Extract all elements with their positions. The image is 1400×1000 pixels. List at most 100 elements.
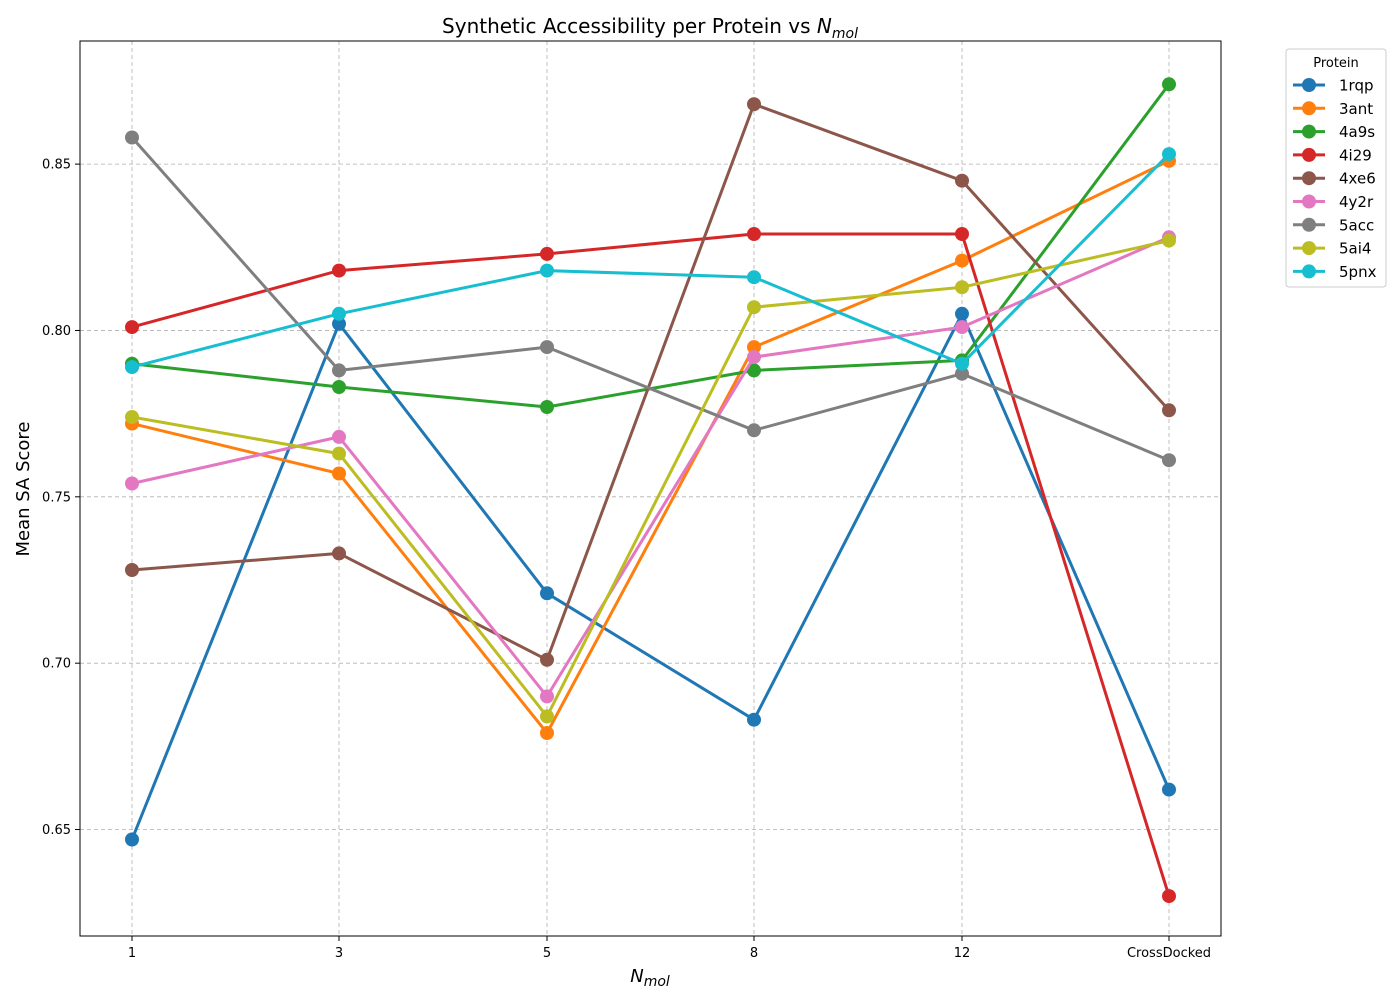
- legend-marker: [1302, 147, 1316, 162]
- data-point-1rqp: [955, 306, 969, 321]
- x-tick-label: 8: [750, 946, 758, 961]
- x-tick-label: 3: [335, 946, 343, 961]
- series-4y2r: [125, 230, 1176, 704]
- x-tick-label: 5: [543, 946, 551, 961]
- y-tick-label: 0.70: [42, 657, 71, 672]
- data-point-5pnx: [332, 306, 346, 321]
- x-axis: 1 3 5 8 12 CrossDocked: [128, 936, 1211, 961]
- data-point-4i29: [332, 263, 346, 278]
- data-point-5ai4: [332, 446, 346, 461]
- data-point-3ant: [747, 340, 761, 355]
- legend-marker: [1302, 194, 1316, 209]
- data-point-5ai4: [1162, 233, 1176, 248]
- legend-marker: [1302, 171, 1316, 186]
- series-line-5acc: [130, 136, 1170, 462]
- data-point-5acc: [332, 363, 346, 378]
- legend-item-4y2r: 4y2r: [1293, 193, 1374, 211]
- data-point-4y2r: [332, 429, 346, 444]
- data-point-4a9s: [332, 380, 346, 394]
- legend-item-4i29: 4i29: [1293, 146, 1372, 164]
- series-4xe6: [125, 97, 1176, 667]
- legend-label: 5ai4: [1339, 240, 1371, 258]
- data-point-4y2r: [125, 476, 139, 491]
- legend-marker: [1302, 264, 1316, 279]
- y-tick-label: 0.85: [42, 158, 71, 173]
- legend-label: 4a9s: [1339, 123, 1375, 141]
- legend-marker: [1302, 124, 1316, 139]
- legend-item-5pnx: 5pnx: [1293, 263, 1377, 281]
- x-axis-label: Nmol: [630, 966, 670, 990]
- legend-label: 4y2r: [1339, 193, 1374, 211]
- chart-title: Synthetic Accessibility per Protein vs N…: [442, 14, 858, 42]
- data-point-1rqp: [747, 712, 761, 727]
- data-point-5pnx: [747, 270, 761, 285]
- data-point-3ant: [540, 726, 554, 740]
- series-1rqp: [125, 306, 1176, 847]
- legend-marker: [1302, 217, 1316, 232]
- series-5pnx: [125, 147, 1176, 375]
- legend-marker: [1302, 101, 1316, 116]
- data-point-4y2r: [955, 320, 969, 335]
- data-point-1rqp: [1162, 782, 1176, 797]
- series-4a9s: [125, 77, 1176, 414]
- data-point-3ant: [332, 466, 346, 481]
- data-point-5acc: [955, 366, 969, 381]
- series-5ai4: [125, 233, 1176, 724]
- legend-marker: [1302, 78, 1316, 92]
- legend-label: 5pnx: [1339, 263, 1377, 281]
- legend-label: 1rqp: [1339, 77, 1374, 95]
- x-tick-label: 1: [128, 946, 136, 961]
- legend-item-3ant: 3ant: [1293, 100, 1373, 118]
- data-point-5ai4: [955, 280, 969, 295]
- data-point-4xe6: [332, 546, 346, 561]
- series-5acc: [125, 130, 1176, 468]
- y-axis-label: Mean SA Score: [13, 422, 34, 557]
- data-point-4y2r: [747, 350, 761, 365]
- data-point-4i29: [747, 227, 761, 241]
- legend-title: Protein: [1313, 56, 1359, 71]
- legend-item-1rqp: 1rqp: [1293, 77, 1374, 95]
- data-point-5acc: [125, 130, 139, 145]
- x-tick-label: CrossDocked: [1127, 946, 1211, 961]
- data-point-3ant: [955, 253, 969, 268]
- data-point-5ai4: [540, 709, 554, 724]
- legend-item-4xe6: 4xe6: [1293, 170, 1376, 188]
- data-point-5acc: [540, 340, 554, 355]
- legend-label: 4xe6: [1339, 170, 1376, 188]
- plot-frame: [79, 40, 1222, 937]
- data-point-4a9s: [540, 400, 554, 414]
- y-tick-label: 0.65: [42, 823, 71, 838]
- legend-item-5acc: 5acc: [1293, 216, 1374, 234]
- data-point-1rqp: [540, 586, 554, 601]
- data-point-4i29: [955, 227, 969, 241]
- legend-item-4a9s: 4a9s: [1293, 123, 1375, 141]
- legend: Protein 1rqp 3ant 4a9s 4i29 4xe6 4y2r 5acc 5ai4 5…: [1285, 48, 1387, 288]
- legend-marker: [1302, 241, 1316, 256]
- x-tick-label: 12: [954, 946, 971, 961]
- data-point-4xe6: [955, 173, 969, 188]
- data-point-5pnx: [125, 360, 139, 375]
- data-point-4y2r: [540, 689, 554, 704]
- data-point-5acc: [1162, 453, 1176, 468]
- series-line-1rqp: [130, 312, 1171, 841]
- data-point-5acc: [747, 423, 761, 438]
- data-point-5ai4: [747, 300, 761, 315]
- data-point-4xe6: [1162, 403, 1176, 418]
- legend-label: 4i29: [1339, 146, 1372, 164]
- data-point-4xe6: [540, 652, 554, 667]
- data-point-1rqp: [125, 832, 139, 847]
- legend-item-5ai4: 5ai4: [1293, 240, 1371, 258]
- data-point-4i29: [540, 246, 554, 261]
- series-line-4a9s: [131, 83, 1171, 409]
- series-line-3ant: [131, 159, 1170, 735]
- data-point-5pnx: [955, 356, 969, 371]
- legend-label: 3ant: [1339, 100, 1373, 118]
- series-layer: [125, 77, 1176, 904]
- series-4i29: [125, 227, 1176, 904]
- data-point-4xe6: [747, 97, 761, 112]
- series-line-5ai4: [131, 239, 1170, 718]
- data-point-5ai4: [125, 410, 139, 424]
- series-line-4i29: [131, 232, 1171, 897]
- legend-label: 5acc: [1339, 216, 1374, 234]
